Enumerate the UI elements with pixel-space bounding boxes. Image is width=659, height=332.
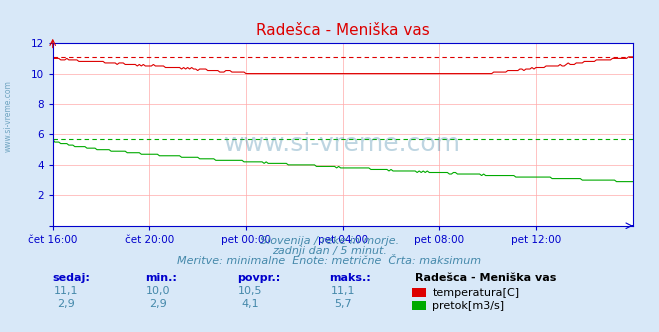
Text: www.si-vreme.com: www.si-vreme.com	[224, 131, 461, 156]
Text: povpr.:: povpr.:	[237, 273, 281, 283]
Text: maks.:: maks.:	[330, 273, 371, 283]
Title: Radešca - Meniška vas: Radešca - Meniška vas	[256, 23, 430, 38]
Text: Meritve: minimalne  Enote: metrične  Črta: maksimum: Meritve: minimalne Enote: metrične Črta:…	[177, 256, 482, 266]
Text: Slovenija / reke in morje.: Slovenija / reke in morje.	[260, 236, 399, 246]
Text: 11,1: 11,1	[330, 286, 355, 296]
Text: 11,1: 11,1	[53, 286, 78, 296]
Text: www.si-vreme.com: www.si-vreme.com	[3, 80, 13, 152]
Text: 10,5: 10,5	[238, 286, 263, 296]
Text: sedaj:: sedaj:	[53, 273, 90, 283]
Text: min.:: min.:	[145, 273, 177, 283]
Text: zadnji dan / 5 minut.: zadnji dan / 5 minut.	[272, 246, 387, 256]
Text: 4,1: 4,1	[242, 299, 259, 309]
Text: 5,7: 5,7	[334, 299, 351, 309]
Text: 10,0: 10,0	[146, 286, 171, 296]
Text: Radešca - Meniška vas: Radešca - Meniška vas	[415, 273, 557, 283]
Text: temperatura[C]: temperatura[C]	[432, 288, 519, 298]
Text: 2,9: 2,9	[57, 299, 74, 309]
Text: pretok[m3/s]: pretok[m3/s]	[432, 301, 504, 311]
Text: 2,9: 2,9	[150, 299, 167, 309]
